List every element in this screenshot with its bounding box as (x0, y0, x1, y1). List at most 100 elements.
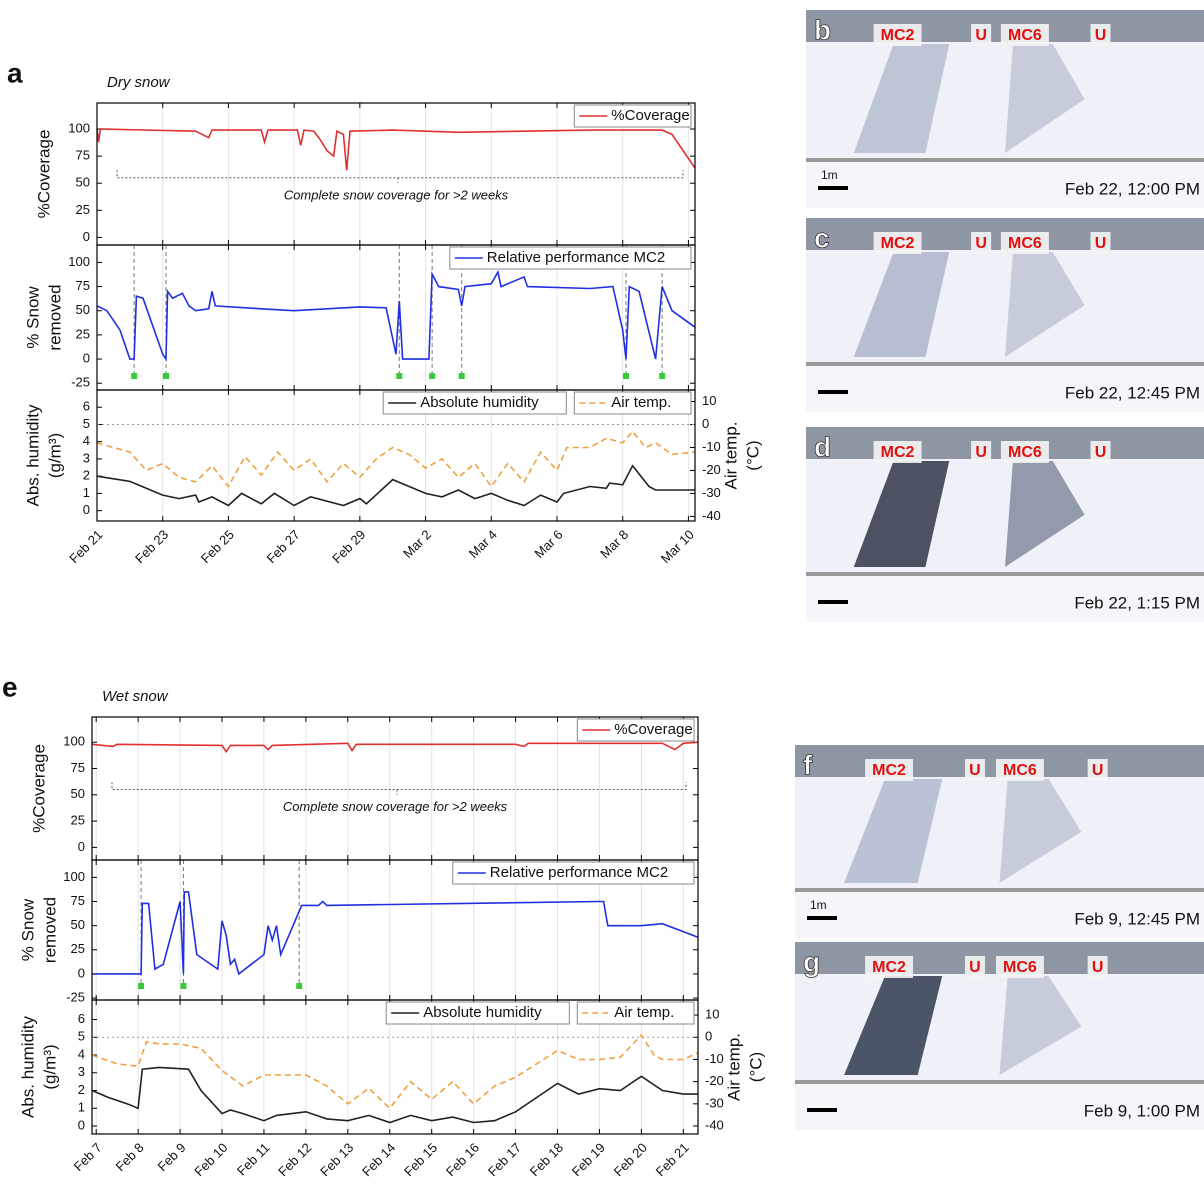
data-line (91, 1033, 699, 1110)
legend-label: Absolute humidity (420, 394, 539, 411)
module-label: MC2 (881, 27, 915, 44)
data-line (92, 891, 699, 976)
legend-box (576, 718, 695, 742)
photo-snow (806, 576, 1204, 622)
y-tick-label: 0 (78, 1117, 85, 1132)
event-marker (180, 983, 187, 989)
x-tick-label: Feb 19 (569, 1140, 608, 1179)
module-mc2 (853, 252, 950, 357)
module-label: U (975, 27, 987, 44)
legend-label: Relative performance MC2 (490, 864, 668, 881)
legend-label: Absolute humidity (423, 1004, 542, 1021)
y-tick-label: 50 (76, 302, 90, 317)
x-tick-label: Feb 29 (329, 527, 368, 566)
module-label: MC6 (1008, 444, 1042, 461)
y-tick-label: 25 (76, 202, 90, 217)
x-tick-label: Feb 12 (275, 1140, 314, 1179)
y-tick-label: 3 (78, 1064, 85, 1079)
label-bg (995, 956, 1044, 978)
data-line (91, 741, 699, 754)
subtitle: Wet snow (102, 688, 169, 705)
photo-ground (806, 572, 1204, 576)
photo-caption: Feb 22, 12:00 PM (1065, 179, 1200, 198)
module-mc2 (853, 461, 950, 567)
photo-snow (806, 366, 1204, 412)
photo-letter: b (814, 14, 831, 45)
y-tick-label: 0 (83, 351, 90, 366)
panel-letter: e (2, 671, 18, 702)
y-tick-label: 2 (78, 1082, 85, 1097)
x-tick-label: Feb 18 (527, 1140, 566, 1179)
x-tick-label: Feb 25 (198, 527, 237, 566)
legend-label: Relative performance MC2 (487, 249, 665, 266)
legend-label: %Coverage (614, 721, 692, 738)
photo-letter: g (803, 946, 820, 977)
axis-label: %Coverage (34, 130, 53, 219)
label-bg (1000, 441, 1049, 463)
y-tick-label: 0 (83, 502, 90, 517)
module-label: U (975, 235, 987, 252)
y-tick-label: 75 (71, 893, 85, 908)
photo-ground (795, 1080, 1204, 1084)
axis-label: removed (45, 284, 64, 350)
y2-tick-label: -20 (705, 1073, 724, 1088)
x-tick-label: Feb 11 (234, 1140, 273, 1179)
label-bg (1090, 232, 1111, 254)
label-bg (873, 441, 922, 463)
y-tick-label: 25 (71, 813, 85, 828)
x-tick-label: Feb 16 (443, 1140, 482, 1179)
photo-caption: Feb 9, 12:45 PM (1074, 909, 1200, 928)
label-bg (865, 759, 914, 781)
y-tick-label: 5 (78, 1029, 85, 1044)
module-label: U (969, 959, 981, 976)
axis-label: %Coverage (29, 744, 48, 833)
event-marker (396, 373, 403, 379)
module-label: MC6 (1003, 762, 1037, 779)
module-label: U (1095, 27, 1107, 44)
y-tick-label: 3 (83, 450, 90, 465)
y-tick-label: -25 (71, 375, 90, 390)
x-tick-label: Feb 23 (132, 527, 171, 566)
y-tick-label: 100 (68, 254, 90, 269)
label-bg (1000, 232, 1049, 254)
legend-box (449, 246, 692, 270)
module-label: MC2 (881, 235, 915, 252)
event-marker (138, 983, 145, 989)
x-tick-label: Mar 10 (658, 527, 697, 566)
legend-label: Air temp. (614, 1004, 674, 1021)
label-bg (865, 956, 914, 978)
photo-caption: Feb 9, 1:00 PM (1084, 1101, 1200, 1120)
scale-bar (818, 600, 848, 604)
y-tick-label: 50 (71, 786, 85, 801)
photo-letter: d (814, 431, 831, 462)
data-line (96, 430, 696, 488)
legend-label: %Coverage (611, 107, 689, 124)
module-label: MC2 (881, 444, 915, 461)
module-label: MC2 (872, 959, 906, 976)
plot-frame (91, 999, 699, 1135)
module-label: U (1092, 959, 1104, 976)
y2-tick-label: 0 (705, 1029, 712, 1044)
y-tick-label: 75 (76, 278, 90, 293)
legend-box (576, 1001, 695, 1025)
y-tick-label: 75 (71, 760, 85, 775)
y2-tick-label: 10 (702, 393, 716, 408)
module-label: U (969, 762, 981, 779)
x-tick-label: Feb 21 (653, 1140, 692, 1179)
y2-tick-label: -40 (705, 1117, 724, 1132)
x-tick-label: Feb 10 (191, 1140, 230, 1179)
x-tick-label: Feb 9 (155, 1140, 189, 1174)
label-bg (1090, 441, 1111, 463)
y-tick-label: 4 (78, 1046, 85, 1061)
x-tick-label: Mar 6 (531, 527, 565, 561)
module-mc2 (844, 976, 943, 1075)
photo-letter: c (814, 222, 830, 253)
module-mc6 (1005, 461, 1085, 567)
label-bg (964, 956, 985, 978)
y2-tick-label: -40 (702, 508, 721, 523)
y2-tick-label: -10 (705, 1051, 724, 1066)
x-tick-label: Feb 20 (611, 1140, 650, 1179)
label-bg (964, 759, 985, 781)
